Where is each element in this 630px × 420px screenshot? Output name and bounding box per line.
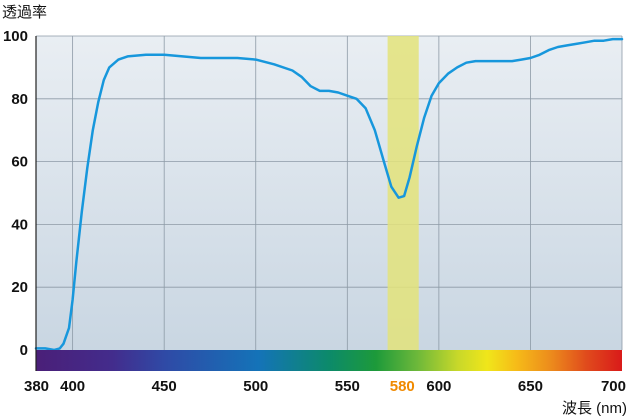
y-tick-label: 40	[11, 216, 28, 233]
plot-background	[36, 36, 622, 350]
y-tick-label: 60	[11, 154, 28, 171]
x-tick-label: 600	[426, 378, 451, 395]
y-tick-labels: 0 20 40 60 80 100	[3, 28, 28, 359]
transmittance-line	[34, 37, 624, 352]
y-axis-label: 透過率	[2, 4, 47, 21]
x-tick-label: 500	[243, 378, 268, 395]
y-tick-label: 0	[20, 342, 28, 359]
spectrum-bar	[36, 350, 622, 371]
x-tick-label: 650	[518, 378, 543, 395]
x-tick-labels: 380 400 450 500 550 580 600 650 700	[24, 378, 626, 395]
x-tick-label: 380	[24, 378, 49, 395]
x-tick-label: 400	[60, 378, 85, 395]
x-axis-label: 波長 (nm)	[562, 400, 627, 417]
x-tick-label: 580	[390, 378, 415, 395]
y-tick-label: 100	[3, 28, 28, 45]
x-tick-label: 550	[335, 378, 360, 395]
x-tick-label: 700	[601, 378, 626, 395]
x-tick-label: 450	[152, 378, 177, 395]
highlight-band	[387, 36, 419, 350]
grid	[36, 35, 623, 350]
y-tick-label: 80	[11, 91, 28, 108]
y-tick-label: 20	[11, 279, 28, 296]
